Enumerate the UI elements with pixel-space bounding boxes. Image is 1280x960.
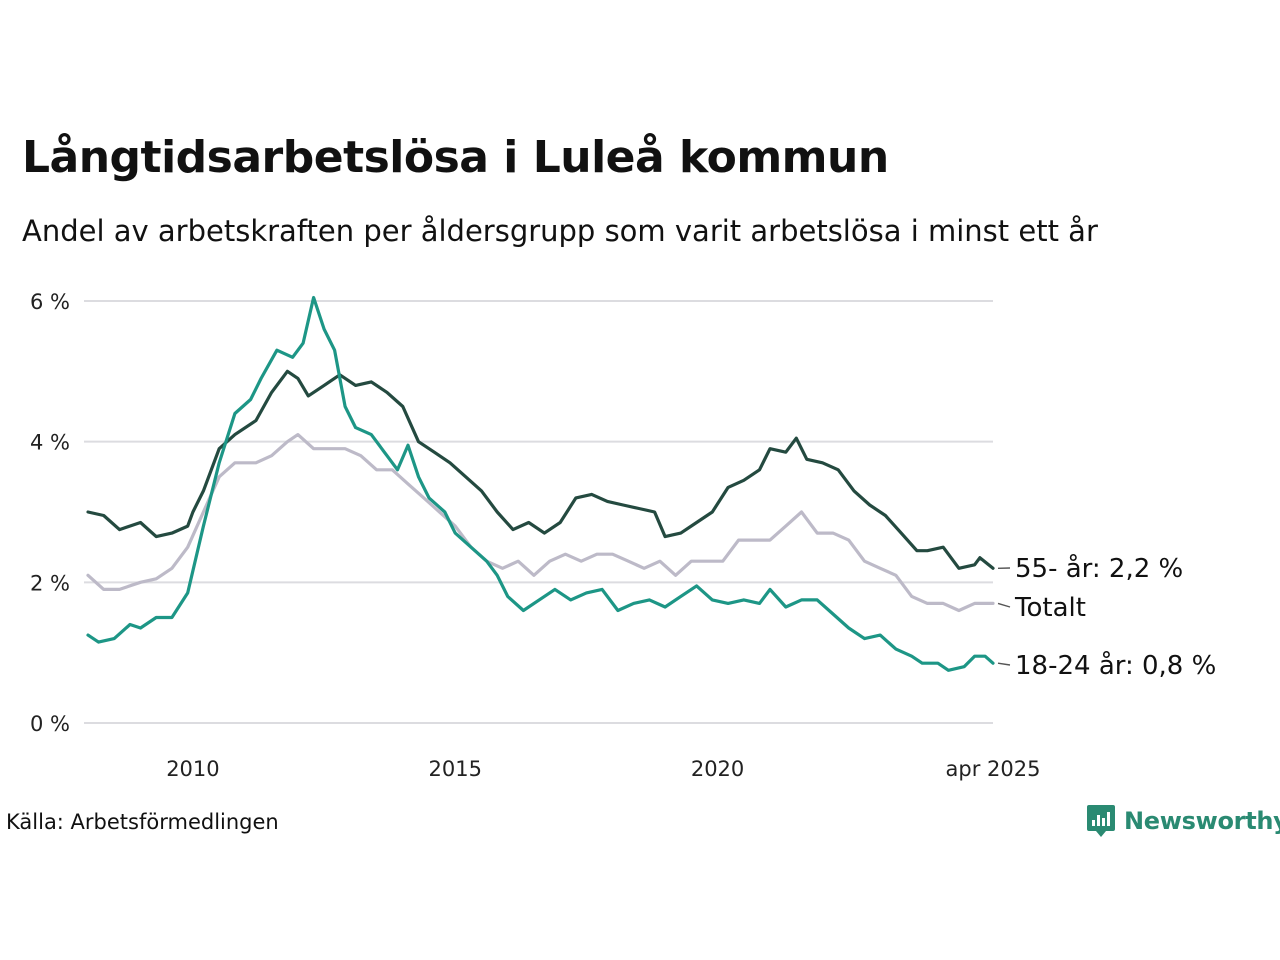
newsworthy-logo-icon (1087, 805, 1115, 837)
series-label-age55: 55- år: 2,2 % (1015, 553, 1183, 584)
newsworthy-logo-text: Newsworthy (1124, 807, 1280, 835)
line-chart: 0 % 2 % 4 % 6 % 2010 2015 2020 apr 2025 55- år… (30, 290, 1216, 781)
chart-title: Långtidsarbetslösa i Luleå kommun (22, 132, 889, 183)
x-tick-label: 2015 (429, 757, 482, 781)
x-tick-label: 2010 (166, 757, 219, 781)
y-tick-label: 6 % (30, 290, 70, 314)
series-labels: 55- år: 2,2 % Totalt 18-24 år: 0,8 % (997, 553, 1216, 681)
source-note: Källa: Arbetsförmedlingen (6, 810, 279, 834)
x-axis-ticks: 2010 2015 2020 apr 2025 (166, 757, 1040, 781)
series-line-total (86, 433, 995, 613)
label-connector-age18 (997, 662, 1011, 666)
y-axis-ticks: 0 % 2 % 4 % 6 % (30, 290, 70, 736)
series-lines (86, 295, 995, 672)
series-line-age18 (86, 295, 995, 672)
y-tick-label: 2 % (30, 571, 70, 595)
x-tick-label: apr 2025 (946, 757, 1041, 781)
y-tick-label: 4 % (30, 431, 70, 455)
label-connector-total (997, 602, 1011, 608)
series-label-total: Totalt (1014, 593, 1086, 623)
newsworthy-logo: Newsworthy (1086, 803, 1280, 839)
series-line-age55 (86, 369, 995, 570)
y-tick-label: 0 % (30, 712, 70, 736)
chart-subtitle: Andel av arbetskraften per åldersgrupp s… (22, 214, 1098, 248)
series-label-age18: 18-24 år: 0,8 % (1015, 650, 1216, 681)
x-tick-label: 2020 (691, 757, 744, 781)
grid-lines (84, 300, 993, 724)
